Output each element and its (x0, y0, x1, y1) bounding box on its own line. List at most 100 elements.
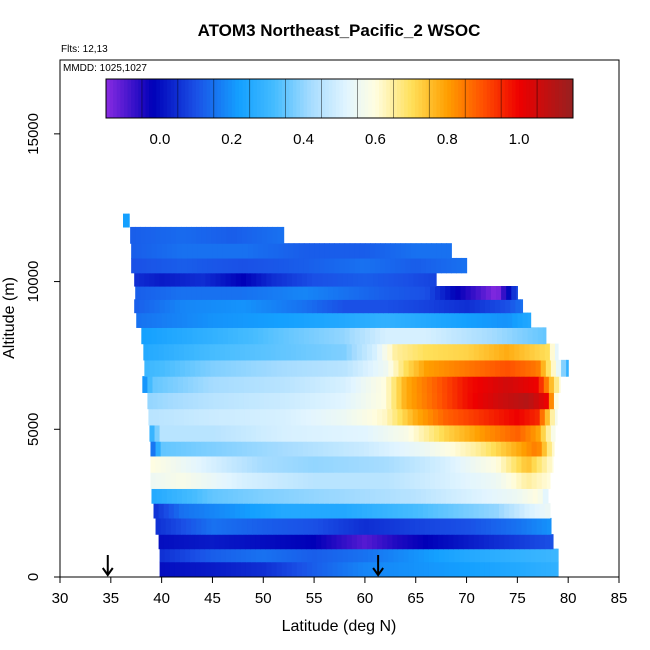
heatmap-cell (181, 327, 188, 345)
heatmap-cell (242, 312, 249, 328)
heatmap-cell (154, 424, 161, 442)
heatmap-cell (459, 548, 466, 563)
heatmap-cell (532, 327, 539, 345)
heatmap-cell (239, 343, 246, 361)
colorbar-swatch (544, 79, 549, 118)
flight-arrow (372, 555, 384, 577)
heatmap-cell (346, 534, 353, 550)
heatmap-cell (199, 343, 205, 361)
heatmap-cell (257, 286, 263, 300)
heatmap-cell (490, 286, 497, 300)
heatmap-cell (277, 455, 284, 473)
heatmap-cell (211, 455, 218, 473)
heatmap-cell (242, 327, 249, 345)
heatmap-cell (274, 376, 281, 393)
heatmap-cell (324, 312, 330, 328)
heatmap-cell (479, 359, 486, 377)
heatmap-cell (214, 343, 221, 361)
heatmap-cell (149, 359, 156, 377)
heatmap-cell (159, 561, 166, 577)
heatmap-cell (238, 392, 245, 410)
heatmap-cell (472, 376, 479, 393)
heatmap-cell (326, 503, 332, 519)
heatmap-cell (463, 408, 470, 426)
heatmap-cell (177, 376, 184, 393)
heatmap-cell (281, 359, 288, 377)
colorbar-swatch (264, 79, 269, 118)
heatmap-cell (169, 548, 176, 563)
heatmap-cell (530, 561, 537, 577)
heatmap-cell (413, 561, 420, 577)
heatmap-cell (361, 343, 368, 361)
heatmap-cell (500, 424, 506, 442)
heatmap-cell (210, 561, 217, 577)
heatmap-cell (303, 243, 310, 259)
heatmap-cell (460, 286, 467, 300)
heatmap-cell (450, 472, 456, 489)
heatmap-cell (200, 548, 206, 563)
heatmap-cell (344, 243, 351, 259)
heatmap-cell (141, 327, 147, 345)
heatmap-cell (425, 312, 432, 328)
heatmap-cell (326, 534, 332, 550)
heatmap-cell (539, 343, 546, 361)
heatmap-cell (165, 517, 172, 535)
colorbar: 0.0 0.2 0.4 0.6 0.8 1.0 (105, 78, 574, 148)
colorbar-swatch (465, 79, 470, 118)
heatmap-cell (321, 534, 327, 550)
heatmap-cell (478, 408, 485, 426)
heatmap-cell (413, 299, 420, 314)
colorbar-swatch (537, 79, 542, 118)
heatmap-cell (202, 243, 208, 259)
heatmap-cell (387, 343, 393, 361)
heatmap-cell (498, 376, 504, 393)
heatmap-cell (240, 561, 247, 577)
colorbar-swatch (145, 79, 150, 118)
heatmap-cell (497, 327, 503, 345)
heatmap-cell (262, 472, 268, 489)
heatmap-cell (192, 257, 198, 274)
colorbar-swatch (468, 79, 473, 118)
colorbar-swatch (504, 79, 509, 118)
heatmap-cell (506, 455, 512, 473)
colorbar-swatch (382, 79, 387, 118)
heatmap-cell (303, 327, 310, 345)
heatmap-cell (266, 561, 272, 577)
heatmap-cell (540, 359, 547, 377)
heatmap-cell (220, 548, 227, 563)
heatmap-cell (514, 503, 520, 519)
colorbar-swatch (454, 79, 459, 118)
heatmap-cell (507, 488, 513, 504)
heatmap-cell (314, 488, 320, 504)
heatmap-cell (448, 408, 454, 426)
colorbar-swatch (375, 79, 380, 118)
heatmap-cell (422, 343, 429, 361)
heatmap-cell (436, 257, 442, 274)
heatmap-cell (226, 226, 233, 244)
heatmap-cell (160, 441, 167, 457)
heatmap-cell (425, 257, 432, 274)
heatmap-cell (396, 392, 403, 410)
heatmap-cell (519, 343, 526, 361)
heatmap-cell (313, 455, 319, 473)
heatmap-cell (518, 392, 525, 410)
heatmap-cell (474, 561, 481, 577)
heatmap-cell (141, 257, 147, 274)
heatmap-cell (444, 359, 450, 377)
heatmap-cell (206, 286, 213, 300)
heatmap-cell (465, 472, 472, 489)
heatmap-cell (263, 327, 269, 345)
heatmap-cell (302, 455, 309, 473)
heatmap-cell (257, 441, 263, 457)
heatmap-cell (340, 392, 347, 410)
heatmap-cell (497, 312, 503, 328)
heatmap-cell (538, 376, 545, 393)
heatmap-cell (311, 343, 317, 361)
heatmap-cell (510, 561, 516, 577)
heatmap-cell (236, 472, 243, 489)
heatmap-cell (507, 312, 513, 328)
heatmap-cell (300, 534, 307, 550)
heatmap-cell (286, 561, 293, 577)
heatmap-cell (474, 299, 481, 314)
heatmap-cell (500, 548, 506, 563)
